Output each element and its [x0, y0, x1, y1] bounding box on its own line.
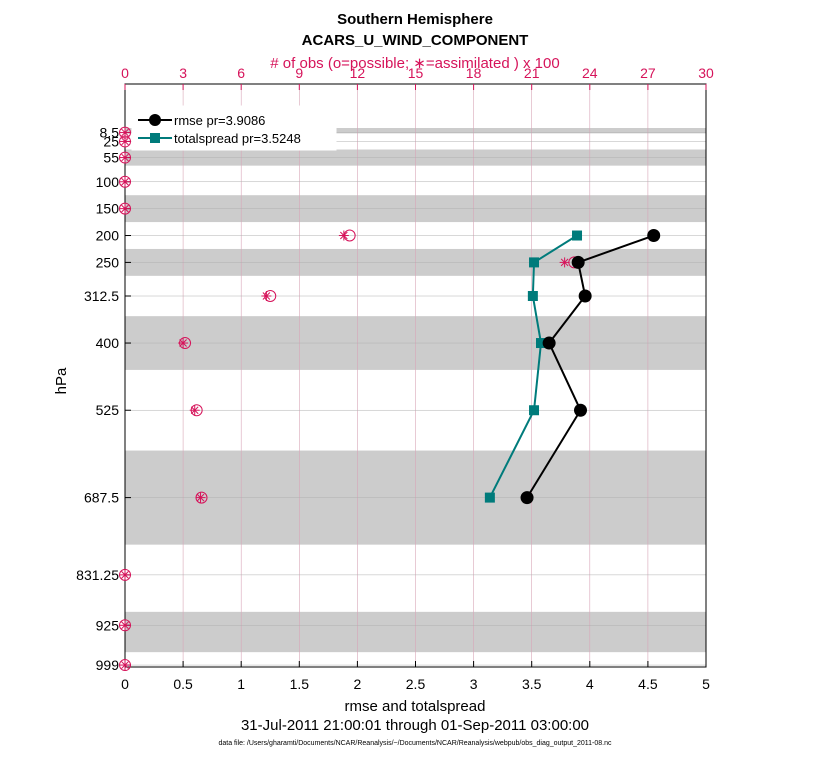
x-tick-label: 4	[586, 676, 594, 692]
x-tick-label: 1.5	[290, 676, 310, 692]
obs-possible-marker	[119, 619, 131, 632]
legend-marker-totalspread	[150, 133, 160, 143]
obs-assimilated-marker	[120, 152, 130, 163]
top-tick-label: 12	[350, 65, 366, 81]
series-point-totalspread	[527, 291, 538, 301]
x-tick-label: 3.5	[522, 676, 542, 692]
obs-assimilated-marker	[120, 620, 130, 631]
obs-possible-marker	[119, 202, 131, 215]
x-tick-label: 3	[470, 676, 478, 692]
y-tick-label: 100	[96, 174, 120, 190]
y-tick-label: 55	[103, 150, 119, 166]
obs-assimilated-marker	[120, 569, 130, 580]
y-tick-label: 999	[96, 657, 120, 673]
obs-assimilated-marker	[178, 338, 189, 349]
obs-possible-marker	[119, 175, 131, 188]
obs-assimilated-marker	[189, 405, 200, 416]
top-tick-label: 9	[295, 65, 303, 81]
series-line-rmse	[526, 234, 655, 499]
x-tick-label: 1	[237, 676, 245, 692]
series-point-totalspread	[529, 405, 540, 416]
obs-assimilated-marker	[338, 230, 349, 241]
top-tick-label: 3	[179, 65, 187, 81]
series-point-rmse	[571, 255, 585, 269]
obs-assimilated-marker	[261, 291, 272, 301]
series-point-rmse	[578, 289, 592, 303]
obs-possible-marker	[119, 568, 131, 581]
x-tick-label: 0.5	[173, 676, 193, 692]
legend: rmse pr=3.9086 totalspread pr=3.5248	[131, 105, 337, 151]
top-tick-label: 27	[640, 65, 656, 81]
legend-label-rmse: rmse pr=3.9086	[174, 113, 265, 128]
series-point-totalspread	[535, 338, 546, 349]
obs-possible-marker	[119, 659, 131, 672]
obs-assimilated-marker	[120, 203, 130, 214]
obs-possible-marker	[119, 151, 131, 164]
x-tick-label: 4.5	[638, 676, 658, 692]
axis-ticks: 0 0.5 1 1.5 2 2.5 3 3.5 4 4.5 5 0 3 6 9 12 15 18 21 24 27 30 8…	[76, 65, 714, 692]
chart-subtitle: ACARS_U_WIND_COMPONENT	[302, 32, 529, 49]
data-series	[484, 229, 661, 505]
y-tick-label: 150	[96, 201, 120, 217]
date-range: 31-Jul-2011 21:00:01 through 01-Sep-2011…	[241, 717, 589, 734]
series-point-rmse	[542, 336, 556, 350]
y-tick-label: 525	[96, 402, 120, 418]
top-tick-label: 0	[121, 65, 129, 81]
top-tick-label: 24	[582, 65, 598, 81]
x-tick-label: 0	[121, 676, 129, 692]
y-tick-label: 25	[103, 133, 119, 149]
obs-markers	[119, 126, 581, 672]
obs-assimilated-marker	[559, 257, 570, 268]
top-tick-label: 15	[408, 65, 424, 81]
y-tick-label: 8.5	[100, 125, 120, 141]
y-tick-label: 925	[96, 617, 120, 633]
y-tick-label: 831.25	[76, 567, 119, 583]
x-tick-label: 5	[702, 676, 710, 692]
obs-assimilated-marker	[120, 136, 130, 147]
series-line-totalspread	[488, 234, 578, 499]
y-tick-label: 200	[96, 228, 120, 244]
y-tick-label: 312.5	[84, 288, 119, 304]
footnote: data file: /Users/gharamti/Documents/NCA…	[218, 740, 612, 747]
top-tick-label: 21	[524, 65, 540, 81]
top-tick-label: 18	[466, 65, 482, 81]
chart-title: Southern Hemisphere	[337, 11, 493, 28]
series-point-rmse	[520, 491, 534, 505]
y-tick-label: 687.5	[84, 490, 119, 506]
series-point-totalspread	[484, 492, 495, 503]
top-axis-label: # of obs (o=possible; ∗=assimilated ) x …	[270, 55, 559, 72]
obs-assimilated-marker	[120, 660, 130, 671]
legend-marker-rmse	[149, 114, 161, 126]
x-tick-label: 2.5	[406, 676, 426, 692]
legend-box	[131, 105, 337, 151]
obs-assimilated-marker	[120, 176, 130, 187]
x-axis-label: rmse and totalspread	[345, 698, 486, 715]
legend-label-totalspread: totalspread pr=3.5248	[174, 131, 301, 146]
obs-assimilated-marker	[120, 127, 130, 138]
series-point-totalspread	[529, 257, 540, 268]
y-tick-label: 400	[96, 335, 120, 351]
top-tick-label: 30	[698, 65, 714, 81]
top-tick-label: 6	[237, 65, 245, 81]
y-tick-label: 250	[96, 254, 120, 270]
series-point-rmse	[574, 403, 588, 417]
obs-assimilated-marker	[195, 492, 206, 503]
series-point-totalspread	[572, 230, 583, 241]
y-axis-label: hPa	[53, 367, 70, 394]
series-point-rmse	[647, 229, 661, 243]
x-tick-label: 2	[354, 676, 362, 692]
grid-lines	[124, 84, 707, 667]
